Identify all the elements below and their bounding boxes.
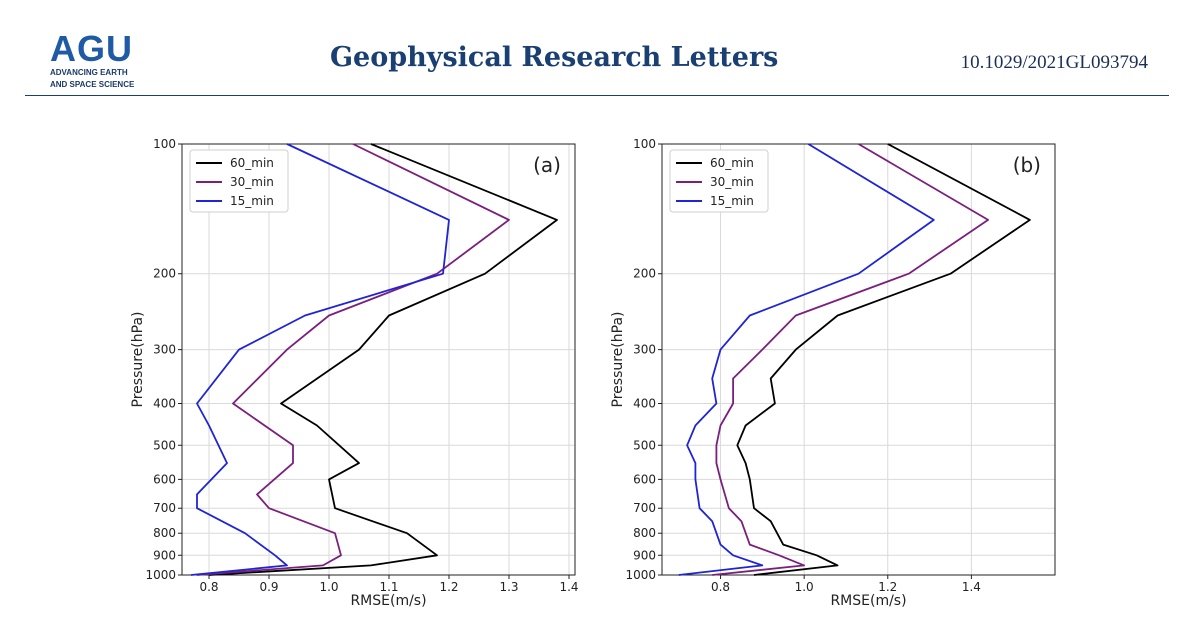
y-tick-label: 400 xyxy=(633,396,656,410)
series-line-15-min xyxy=(678,143,935,576)
x-axis-label: RMSE(m/s) xyxy=(350,593,426,609)
plot-frame xyxy=(181,143,576,576)
series-line-60-min xyxy=(736,143,1031,576)
legend-label: 30_min xyxy=(230,175,274,189)
x-tick-label: 0.8 xyxy=(711,580,730,594)
journal-title: Geophysical Research Letters xyxy=(330,42,779,73)
x-axis-label: RMSE(m/s) xyxy=(830,593,906,609)
chart-panel-a: 0.8 0.9 1.0 1.1 1.2 1.3 1.4 100 200 300 400 500 600 7… xyxy=(130,137,579,609)
y-tick-label: 300 xyxy=(153,343,176,357)
y-tick-label: 1000 xyxy=(625,568,656,582)
y-tick-label: 400 xyxy=(153,396,176,410)
y-tick-label: 500 xyxy=(153,438,176,452)
legend-label: 60_min xyxy=(230,156,274,170)
y-tick-label: 200 xyxy=(633,267,656,281)
y-tick-label: 300 xyxy=(633,343,656,357)
header-divider xyxy=(25,95,1169,96)
agu-logo-tagline-1: ADVANCING EARTH xyxy=(50,68,128,77)
legend-label: 15_min xyxy=(710,194,754,208)
y-tick-label: 700 xyxy=(633,501,656,515)
x-tick-label: 1.0 xyxy=(319,580,338,594)
y-axis-label: Pressure(hPa) xyxy=(130,312,146,408)
y-tick-label: 100 xyxy=(633,137,656,151)
figure-container: 0.8 0.9 1.0 1.1 1.2 1.3 1.4 100 200 300 400 500 600 7… xyxy=(120,120,590,620)
agu-logo-mark: AGU xyxy=(50,28,133,69)
y-tick-label: 800 xyxy=(633,526,656,540)
x-tick-label: 1.4 xyxy=(962,580,981,594)
agu-logo-tagline-2: AND SPACE SCIENCE xyxy=(50,80,135,89)
series-line-60-min xyxy=(208,143,558,576)
series-line-15-min xyxy=(190,143,450,576)
legend-label: 30_min xyxy=(710,175,754,189)
legend-label: 60_min xyxy=(710,156,754,170)
y-axis-label: Pressure(hPa) xyxy=(610,312,626,408)
y-tick-label: 500 xyxy=(633,438,656,452)
legend-label: 15_min xyxy=(230,194,274,208)
x-tick-label: 1.1 xyxy=(379,580,398,594)
y-tick-label: 1000 xyxy=(145,568,176,582)
y-tick-label: 600 xyxy=(633,472,656,486)
x-tick-label: 0.9 xyxy=(259,580,278,594)
y-tick-label: 100 xyxy=(153,137,176,151)
panel-label: (a) xyxy=(533,153,561,177)
y-tick-label: 900 xyxy=(633,548,656,562)
y-tick-label: 900 xyxy=(153,548,176,562)
x-tick-label: 1.3 xyxy=(499,580,518,594)
x-tick-label: 0.8 xyxy=(199,580,218,594)
journal-header: AGU ADVANCING EARTH AND SPACE SCIENCE Ge… xyxy=(0,0,1200,96)
y-tick-label: 200 xyxy=(153,267,176,281)
panel-label: (b) xyxy=(1013,153,1041,177)
y-tick-label: 800 xyxy=(153,526,176,540)
figure-container-b: 0.8 1.0 1.2 1.4 100 200 300 400 500 600 700 800 900 1… xyxy=(600,120,1070,620)
x-tick-label: 1.2 xyxy=(439,580,458,594)
legend-box xyxy=(189,149,289,213)
legend-box xyxy=(669,149,769,213)
y-tick-label: 600 xyxy=(153,472,176,486)
y-tick-label: 700 xyxy=(153,501,176,515)
x-tick-label: 1.2 xyxy=(878,580,897,594)
x-tick-label: 1.4 xyxy=(559,580,578,594)
x-tick-label: 1.0 xyxy=(795,580,814,594)
chart-panel-b: 0.8 1.0 1.2 1.4 100 200 300 400 500 600 700 800 900 1… xyxy=(610,137,1056,609)
doi-link[interactable]: 10.1029/2021GL093794 xyxy=(960,52,1148,73)
series-line-30-min xyxy=(712,143,990,576)
agu-logo: AGU ADVANCING EARTH AND SPACE SCIENCE xyxy=(50,28,190,90)
